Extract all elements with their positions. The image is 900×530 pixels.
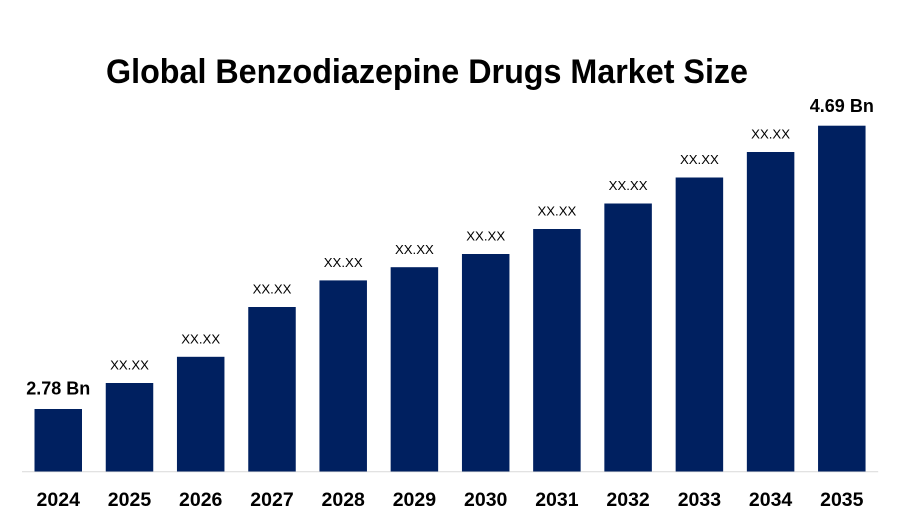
svg-text:2030: 2030: [464, 489, 508, 511]
svg-text:2028: 2028: [322, 489, 366, 511]
svg-text:XX.XX: XX.XX: [395, 242, 434, 257]
svg-text:2027: 2027: [250, 489, 293, 511]
svg-text:XX.XX: XX.XX: [537, 204, 576, 219]
svg-text:XX.XX: XX.XX: [181, 332, 220, 347]
svg-text:XX.XX: XX.XX: [110, 358, 149, 373]
svg-text:XX.XX: XX.XX: [324, 255, 363, 270]
svg-text:2024: 2024: [37, 489, 81, 511]
svg-text:XX.XX: XX.XX: [466, 229, 505, 244]
svg-text:2026: 2026: [179, 489, 223, 511]
svg-text:2.78 Bn: 2.78 Bn: [26, 379, 90, 399]
svg-text:2035: 2035: [820, 489, 864, 511]
svg-text:Global Benzodiazepine Drugs Ma: Global Benzodiazepine Drugs Market Size: [106, 53, 748, 91]
svg-text:2029: 2029: [393, 489, 437, 511]
svg-text:4.69 Bn: 4.69 Bn: [810, 96, 874, 116]
svg-text:2031: 2031: [535, 489, 579, 511]
svg-text:2032: 2032: [606, 489, 650, 511]
svg-text:2025: 2025: [108, 489, 152, 511]
svg-text:XX.XX: XX.XX: [751, 127, 790, 142]
svg-text:XX.XX: XX.XX: [253, 282, 292, 297]
svg-text:XX.XX: XX.XX: [680, 152, 719, 167]
svg-text:2034: 2034: [749, 489, 793, 511]
svg-text:2033: 2033: [678, 489, 722, 511]
svg-text:XX.XX: XX.XX: [609, 178, 648, 193]
